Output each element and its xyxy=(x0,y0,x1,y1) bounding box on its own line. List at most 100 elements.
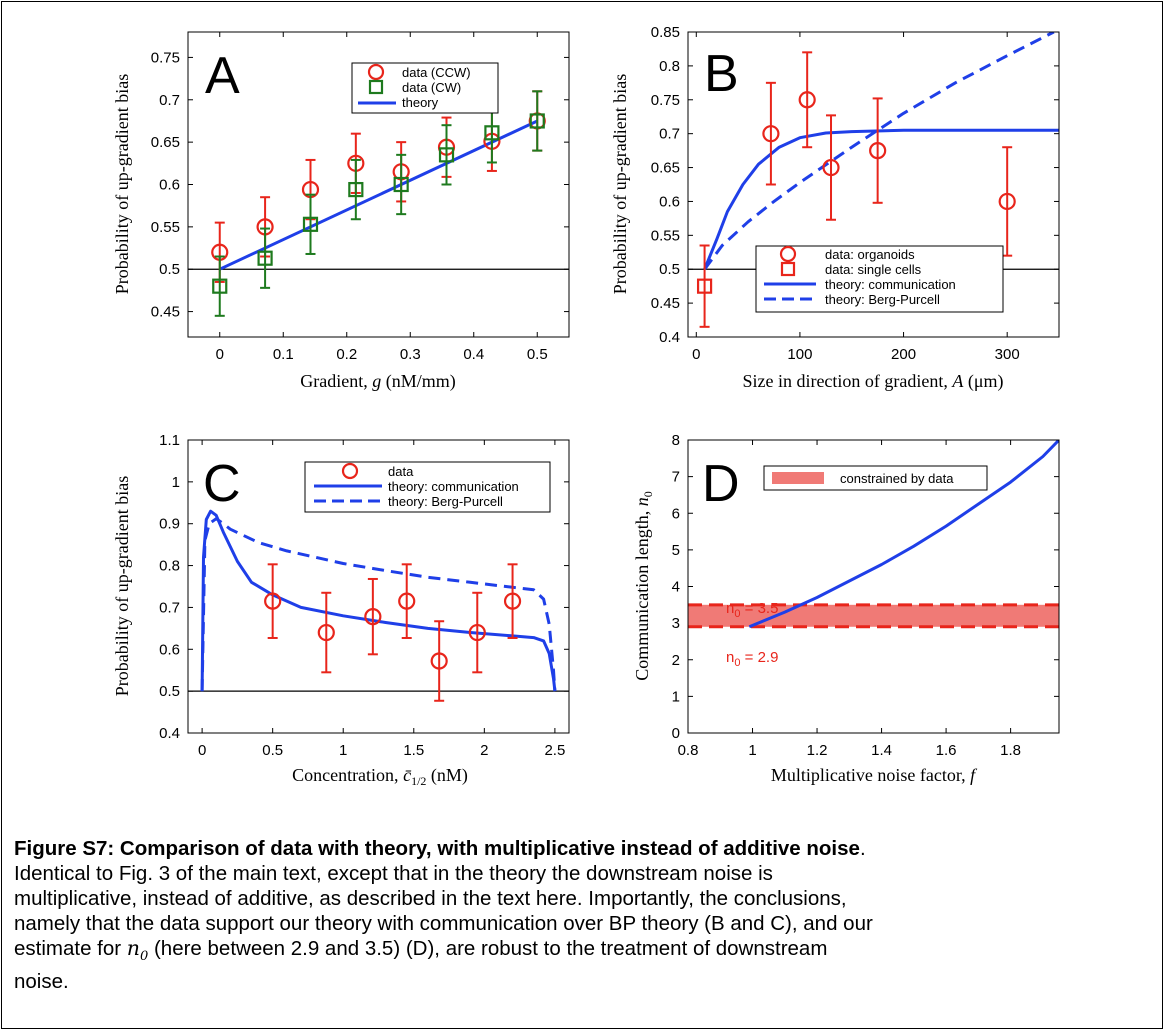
panel-a-legend-ccw: data (CCW) xyxy=(402,65,471,80)
xtick-label-b: 200 xyxy=(891,346,916,363)
data-point-a xyxy=(257,250,273,266)
panel-a-legend: data (CCW) data (CW) theory xyxy=(351,62,499,114)
panel-c: Probability of up-gradient bias Concentr… xyxy=(112,432,570,788)
panel-c-legend: data theory: communication theory: Berg-… xyxy=(304,461,551,513)
xtick-label-a: 0 xyxy=(216,346,224,363)
data-point-a xyxy=(212,278,228,294)
data-point-c xyxy=(364,608,382,626)
caption-line-5: noise. xyxy=(14,970,69,994)
panel-d-ticks: 0.8 1 1.2 1.4 1.6 1.8 0 1 2 3 4 5 6 7 8 xyxy=(672,432,1059,759)
panel-d-band xyxy=(688,603,1059,629)
xtick-label-d: 1.4 xyxy=(871,742,892,759)
series-line-b xyxy=(703,32,1055,271)
panel-a-ticks: 0 0.1 0.2 0.3 0.4 0.5 0.45 0.5 0.55 0.6 0.65 0.7 0.7… xyxy=(151,32,569,363)
data-point-b xyxy=(998,192,1016,211)
panel-c-xlabel: Concentration, c̄1/2 (nM) xyxy=(292,765,468,788)
legend-c-data-marker xyxy=(341,462,359,480)
series-line-a xyxy=(219,119,538,271)
xtick-label-b: 0 xyxy=(692,346,700,363)
caption-title-text: Figure S7: Comparison of data with theor… xyxy=(14,837,860,860)
ytick-label-a: 0.45 xyxy=(151,304,180,321)
panel-b-legend-organoids: data: organoids xyxy=(825,247,915,262)
ytick-label-c: 1 xyxy=(172,474,180,491)
xtick-label-a: 0.3 xyxy=(400,346,421,363)
data-point-a xyxy=(529,113,545,129)
ytick-label-b: 0.45 xyxy=(651,295,680,312)
series-line-c xyxy=(200,517,557,692)
panel-c-axes-box xyxy=(187,439,570,734)
xtick-label-d: 1 xyxy=(748,742,756,759)
data-point-a xyxy=(302,216,319,232)
caption-n0-symbol: n0 xyxy=(126,936,149,965)
ytick-label-b: 0.8 xyxy=(659,58,680,75)
series-line-d xyxy=(748,440,1059,629)
figure-caption: Figure S7: Comparison of data with theor… xyxy=(14,836,1150,994)
ytick-label-b: 0.6 xyxy=(659,193,680,210)
panel-a-axes-box xyxy=(187,31,570,338)
caption-line-4: estimate for n0 (here between 2.9 and 3.… xyxy=(14,936,828,965)
data-point-c xyxy=(398,592,416,610)
panel-d-xlabel: Multiplicative noise factor, f xyxy=(771,765,978,785)
xtick-label-d: 1.6 xyxy=(936,742,957,759)
ytick-label-c: 0.4 xyxy=(159,725,180,742)
ytick-label-d: 5 xyxy=(672,542,680,559)
panel-c-legend-bp: theory: Berg-Purcell xyxy=(388,494,503,509)
legend-a-cw-marker xyxy=(368,79,384,95)
data-point-c xyxy=(264,592,282,610)
ytick-label-b: 0.65 xyxy=(651,160,680,177)
ytick-label-b: 0.75 xyxy=(651,92,680,109)
ytick-label-b: 0.55 xyxy=(651,227,680,244)
panel-a-legend-theory: theory xyxy=(402,95,439,110)
caption-line-1: Identical to Fig. 3 of the main text, ex… xyxy=(14,862,773,885)
caption-title-end: . xyxy=(859,837,866,860)
ytick-label-d: 6 xyxy=(672,505,680,522)
ytick-label-c: 0.5 xyxy=(159,683,180,700)
data-point-a xyxy=(484,125,500,141)
panel-b-ticks: 0 100 200 300 0.4 0.45 0.5 0.55 0.6 0.65 0.7 0.75 0.… xyxy=(651,24,1059,363)
ytick-label-c: 0.7 xyxy=(159,599,180,616)
panel-b-legend-bp: theory: Berg-Purcell xyxy=(825,292,940,307)
panel-d-legend-swatch xyxy=(772,472,824,484)
panel-d-ylabel: Communication length, n0 xyxy=(632,491,655,680)
data-point-b xyxy=(822,158,840,177)
ytick-label-a: 0.55 xyxy=(151,219,180,236)
ytick-label-b: 0.7 xyxy=(659,126,680,143)
xtick-label-c: 1 xyxy=(339,742,347,759)
legend-b-organoid-marker xyxy=(779,245,797,263)
data-point-b xyxy=(762,125,780,143)
panel-b-legend-single: data: single cells xyxy=(825,262,922,277)
panel-b-legend: data: organoids data: single cells theor… xyxy=(755,245,1004,313)
panel-d-series xyxy=(748,440,1059,629)
ytick-label-b: 0.5 xyxy=(659,261,680,278)
data-point-b xyxy=(869,142,887,160)
panel-c-letter: C xyxy=(203,455,241,513)
ytick-label-d: 3 xyxy=(672,615,680,632)
xtick-label-a: 0.2 xyxy=(336,346,357,363)
panel-b-legend-comm: theory: communication xyxy=(825,277,956,292)
ytick-label-d: 2 xyxy=(672,652,680,669)
ytick-label-d: 0 xyxy=(672,725,680,742)
panel-a-xlabel: Gradient, g (nM/mm) xyxy=(300,371,455,392)
xtick-label-c: 0.5 xyxy=(262,742,283,759)
series-line-c xyxy=(200,509,557,692)
data-point-b xyxy=(798,91,816,109)
data-point-c xyxy=(430,652,448,670)
ytick-label-c: 0.8 xyxy=(159,558,180,575)
xtick-label-b: 100 xyxy=(787,346,812,363)
series-line-b xyxy=(703,128,1059,270)
panel-b-ylabel: Probability of up-gradient bias xyxy=(610,74,630,294)
xtick-label-b: 300 xyxy=(995,346,1020,363)
panel-d: Communication length, n0 Multiplicative … xyxy=(632,432,1060,785)
legend-a-ccw-marker xyxy=(367,63,385,81)
xtick-label-a: 0.1 xyxy=(273,346,294,363)
panel-c-series xyxy=(200,509,557,702)
panel-a-series xyxy=(211,90,546,317)
panel-d-letter: D xyxy=(702,455,740,513)
caption-line-3: namely that the data support our theory … xyxy=(14,912,873,935)
ytick-label-d: 1 xyxy=(672,688,680,705)
panel-c-ticks: 0 0.5 1 1.5 2 2.5 0.4 0.5 0.6 0.7 0.8 0.9 1 1.1 xyxy=(159,432,569,759)
panel-b-series xyxy=(696,32,1059,328)
data-point-a xyxy=(348,181,364,198)
ytick-label-b: 0.85 xyxy=(651,24,680,41)
